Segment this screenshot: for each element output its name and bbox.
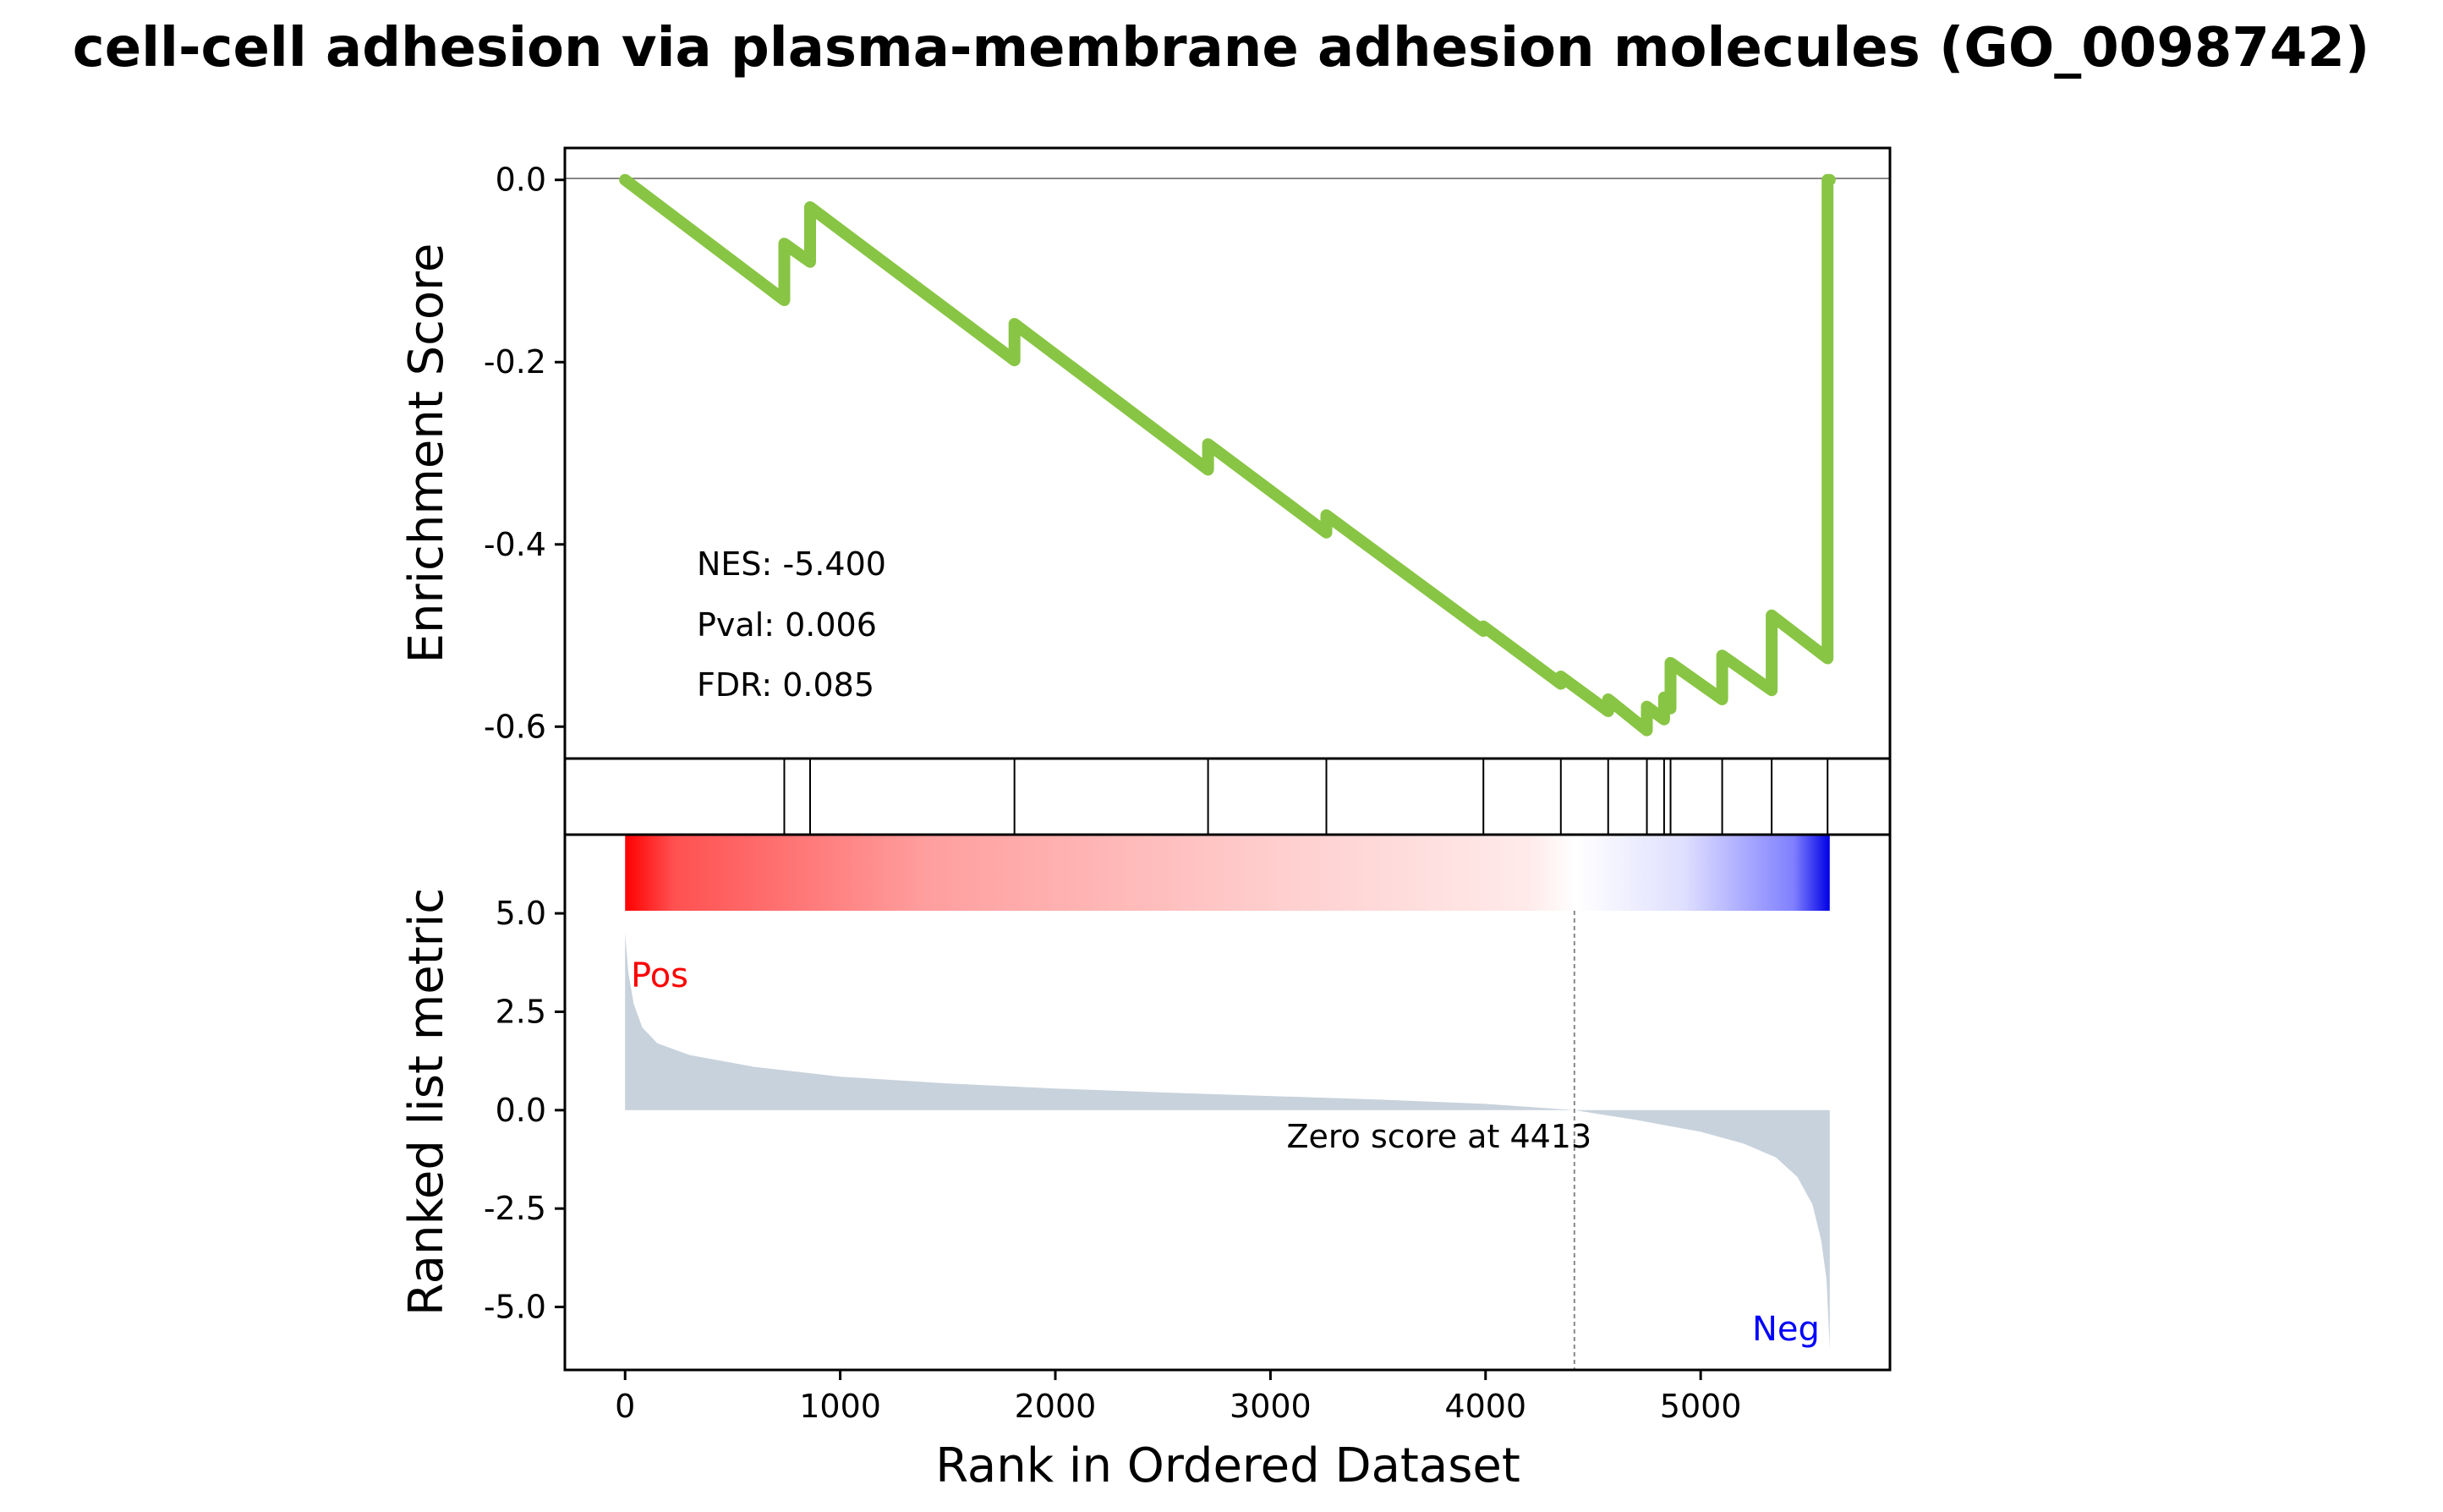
enrichment-y-tick-label: -0.6: [484, 708, 546, 745]
ranked-panel: Zero score at 4413 Pos Neg 5.0 2.5 0.0 -2.5…: [399, 833, 1892, 1372]
x-tick-label: 0: [615, 1388, 635, 1425]
ranked-y-tick-label: 5.0: [496, 895, 546, 932]
ranked-metric-area: [625, 933, 1830, 1350]
enrichment-panel: 0.0-0.2-0.4-0.6 NES: -5.400 Pval: 0.006 …: [399, 146, 1892, 760]
x-tick-label: 2000: [1015, 1388, 1097, 1425]
ranked-y-axis: 5.0 2.5 0.0 -2.5 -5.0: [484, 895, 565, 1326]
gene-hit-markers: [783, 759, 1829, 835]
nes-stat: NES: -5.400: [697, 545, 886, 583]
hits-frame: [563, 757, 1892, 836]
x-tick-label: 4000: [1444, 1388, 1526, 1425]
x-axis: 0 1000 2000 3000 4000 5000: [615, 1370, 1742, 1425]
x-tick-label: 5000: [1660, 1388, 1742, 1425]
zero-score-label: Zero score at 4413: [1286, 1118, 1591, 1155]
neg-label: Neg: [1752, 1310, 1820, 1349]
pos-label: Pos: [631, 956, 688, 995]
enrichment-y-tick-label: 0.0: [496, 162, 546, 199]
fdr-stat: FDR: 0.085: [697, 666, 874, 704]
rank-color-bar: [625, 835, 1830, 911]
hits-panel: [563, 757, 1892, 836]
x-tick-label: 3000: [1230, 1388, 1312, 1425]
x-tick-label: 1000: [799, 1388, 881, 1425]
x-axis-label: Rank in Ordered Dataset: [935, 1438, 1520, 1493]
enrichment-y-tick-label: -0.2: [484, 343, 546, 381]
enrichment-y-label: Enrichment Score: [399, 244, 454, 664]
ranked-frame: [563, 833, 1892, 1372]
chart-title: cell-cell adhesion via plasma-membrane a…: [73, 17, 2369, 79]
ranked-y-tick-label: 2.5: [496, 993, 546, 1030]
ranked-y-tick-label: 0.0: [496, 1092, 546, 1129]
enrichment-score-line: [619, 173, 1836, 737]
enrichment-y-axis: 0.0 -0.2 -0.4 -0.6: [484, 162, 565, 745]
ranked-y-tick-label: -5.0: [484, 1289, 546, 1326]
enrichment-y-tick-label: -0.4: [484, 526, 546, 563]
ranked-y-tick-label: -2.5: [484, 1190, 546, 1227]
pval-stat: Pval: 0.006: [697, 606, 877, 644]
ranked-y-label: Ranked list metric: [399, 888, 454, 1316]
